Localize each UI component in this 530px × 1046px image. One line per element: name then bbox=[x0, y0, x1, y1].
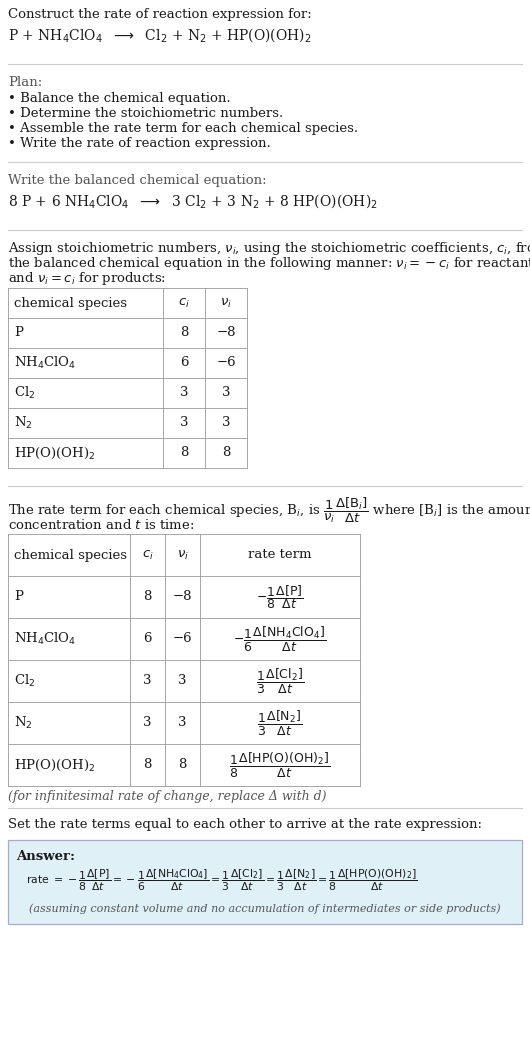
Text: The rate term for each chemical species, B$_i$, is $\dfrac{1}{\nu_i}\dfrac{\Delt: The rate term for each chemical species,… bbox=[8, 496, 530, 525]
Text: 3: 3 bbox=[143, 717, 152, 729]
Text: 6: 6 bbox=[143, 633, 152, 645]
Text: −6: −6 bbox=[216, 357, 236, 369]
Text: 8: 8 bbox=[178, 758, 187, 772]
Text: P + NH$_4$ClO$_4$  $\longrightarrow$  Cl$_2$ + N$_2$ + HP(O)(OH)$_2$: P + NH$_4$ClO$_4$ $\longrightarrow$ Cl$_… bbox=[8, 26, 312, 44]
Text: Construct the rate of reaction expression for:: Construct the rate of reaction expressio… bbox=[8, 8, 312, 21]
Text: 3: 3 bbox=[180, 387, 188, 400]
Text: $-\dfrac{1}{6}\dfrac{\Delta[\mathrm{NH_4ClO_4}]}{\Delta t}$: $-\dfrac{1}{6}\dfrac{\Delta[\mathrm{NH_4… bbox=[233, 624, 326, 654]
Text: 6: 6 bbox=[180, 357, 188, 369]
Text: P: P bbox=[14, 326, 23, 340]
Text: 3: 3 bbox=[222, 416, 230, 430]
Text: (for infinitesimal rate of change, replace Δ with d): (for infinitesimal rate of change, repla… bbox=[8, 790, 326, 803]
Text: Cl$_2$: Cl$_2$ bbox=[14, 673, 36, 689]
Text: NH$_4$ClO$_4$: NH$_4$ClO$_4$ bbox=[14, 355, 76, 371]
Text: the balanced chemical equation in the following manner: $\nu_i = -c_i$ for react: the balanced chemical equation in the fo… bbox=[8, 255, 530, 272]
Text: HP(O)(OH)$_2$: HP(O)(OH)$_2$ bbox=[14, 757, 95, 773]
Text: $\dfrac{1}{3}\dfrac{\Delta[\mathrm{N_2}]}{\Delta t}$: $\dfrac{1}{3}\dfrac{\Delta[\mathrm{N_2}]… bbox=[258, 708, 303, 737]
Text: Plan:: Plan: bbox=[8, 76, 42, 89]
Text: • Assemble the rate term for each chemical species.: • Assemble the rate term for each chemic… bbox=[8, 122, 358, 135]
Text: • Determine the stoichiometric numbers.: • Determine the stoichiometric numbers. bbox=[8, 107, 283, 120]
Text: Set the rate terms equal to each other to arrive at the rate expression:: Set the rate terms equal to each other t… bbox=[8, 818, 482, 831]
Text: • Write the rate of reaction expression.: • Write the rate of reaction expression. bbox=[8, 137, 271, 150]
Text: Assign stoichiometric numbers, $\nu_i$, using the stoichiometric coefficients, $: Assign stoichiometric numbers, $\nu_i$, … bbox=[8, 240, 530, 257]
Text: $c_i$: $c_i$ bbox=[142, 548, 153, 562]
Text: $\dfrac{1}{3}\dfrac{\Delta[\mathrm{Cl_2}]}{\Delta t}$: $\dfrac{1}{3}\dfrac{\Delta[\mathrm{Cl_2}… bbox=[256, 666, 304, 696]
Text: N$_2$: N$_2$ bbox=[14, 715, 33, 731]
Text: Cl$_2$: Cl$_2$ bbox=[14, 385, 36, 401]
Text: chemical species: chemical species bbox=[14, 296, 127, 310]
Text: 8: 8 bbox=[143, 591, 152, 604]
Text: $\nu_i$: $\nu_i$ bbox=[176, 548, 189, 562]
Text: and $\nu_i = c_i$ for products:: and $\nu_i = c_i$ for products: bbox=[8, 270, 166, 287]
Text: −6: −6 bbox=[173, 633, 192, 645]
Text: 3: 3 bbox=[178, 717, 187, 729]
Text: (assuming constant volume and no accumulation of intermediates or side products): (assuming constant volume and no accumul… bbox=[29, 904, 501, 914]
Text: rate term: rate term bbox=[248, 548, 312, 562]
Text: 3: 3 bbox=[143, 675, 152, 687]
Text: $-\dfrac{1}{8}\dfrac{\Delta[\mathrm{P}]}{\Delta t}$: $-\dfrac{1}{8}\dfrac{\Delta[\mathrm{P}]}… bbox=[256, 583, 304, 611]
Text: −8: −8 bbox=[173, 591, 192, 604]
Text: Answer:: Answer: bbox=[16, 850, 75, 863]
Text: $\dfrac{1}{8}\dfrac{\Delta[\mathrm{HP(O)(OH)_2}]}{\Delta t}$: $\dfrac{1}{8}\dfrac{\Delta[\mathrm{HP(O)… bbox=[229, 750, 331, 779]
Text: P: P bbox=[14, 591, 23, 604]
Text: 3: 3 bbox=[178, 675, 187, 687]
Text: rate $= -\dfrac{1}{8}\dfrac{\Delta[\mathrm{P}]}{\Delta t} = -\dfrac{1}{6}\dfrac{: rate $= -\dfrac{1}{8}\dfrac{\Delta[\math… bbox=[26, 867, 418, 892]
Text: 3: 3 bbox=[180, 416, 188, 430]
Text: NH$_4$ClO$_4$: NH$_4$ClO$_4$ bbox=[14, 631, 76, 647]
Text: 8: 8 bbox=[180, 326, 188, 340]
Text: N$_2$: N$_2$ bbox=[14, 415, 33, 431]
Text: HP(O)(OH)$_2$: HP(O)(OH)$_2$ bbox=[14, 446, 95, 460]
Text: −8: −8 bbox=[216, 326, 236, 340]
Text: $\nu_i$: $\nu_i$ bbox=[220, 296, 232, 310]
Text: Write the balanced chemical equation:: Write the balanced chemical equation: bbox=[8, 174, 267, 187]
Text: 8: 8 bbox=[180, 447, 188, 459]
Text: $c_i$: $c_i$ bbox=[178, 296, 190, 310]
Text: 8: 8 bbox=[143, 758, 152, 772]
Text: 8 P + 6 NH$_4$ClO$_4$  $\longrightarrow$  3 Cl$_2$ + 3 N$_2$ + 8 HP(O)(OH)$_2$: 8 P + 6 NH$_4$ClO$_4$ $\longrightarrow$ … bbox=[8, 192, 378, 210]
Text: chemical species: chemical species bbox=[14, 548, 127, 562]
Text: • Balance the chemical equation.: • Balance the chemical equation. bbox=[8, 92, 231, 105]
Text: 8: 8 bbox=[222, 447, 230, 459]
Bar bbox=[8, 840, 522, 924]
Text: concentration and $t$ is time:: concentration and $t$ is time: bbox=[8, 518, 195, 532]
Text: 3: 3 bbox=[222, 387, 230, 400]
